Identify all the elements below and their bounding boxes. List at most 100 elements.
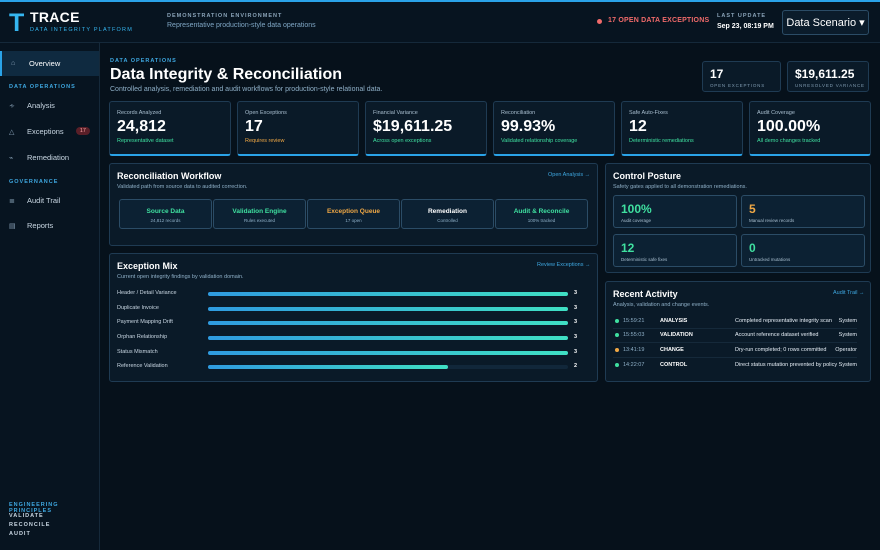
activity-actor: Operator <box>835 347 857 353</box>
exception-count: 3 <box>574 319 578 325</box>
status-dot-icon <box>615 319 619 323</box>
activity-row[interactable]: 15:55:03 VALIDATION Account reference da… <box>613 329 857 343</box>
kpi-subtext: Representative dataset <box>117 138 174 144</box>
kpi-label: Open Exceptions <box>245 110 287 116</box>
activity-row[interactable]: 14:22:07 CONTROL Direct status mutation … <box>613 359 857 373</box>
principle-audit: AUDIT <box>9 531 31 537</box>
environment-description: Representative production-style data ope… <box>167 22 316 29</box>
workflow-step-name: Validation Engine <box>232 208 287 215</box>
exception-mix-panel: Exception Mix Current open integrity fin… <box>109 253 598 382</box>
sidebar-item-exceptions[interactable]: △ Exceptions 17 <box>0 119 99 144</box>
posture-label: Audit coverage <box>621 218 652 223</box>
control-posture-subtitle: Safety gates applied to all demonstratio… <box>613 184 747 190</box>
sidebar-item-label: Exceptions <box>27 127 64 136</box>
posture-manual-review: 5 Manual review records <box>741 195 865 228</box>
review-exceptions-link[interactable]: Review Exceptions → <box>537 262 591 268</box>
sidebar-item-label: Overview <box>29 59 61 68</box>
kpi-subtext: Requires review <box>245 138 285 144</box>
exception-bar-track <box>208 351 568 355</box>
workflow-step-validation-engine[interactable]: Validation Engine Rules executed <box>213 199 306 229</box>
posture-value: 12 <box>621 241 635 255</box>
status-dot-icon <box>615 333 619 337</box>
posture-audit-coverage: 100% Audit coverage <box>613 195 737 228</box>
report-icon: ▤ <box>9 222 16 230</box>
exception-bar <box>208 307 568 311</box>
exception-type-label: Payment Mapping Drift <box>117 319 173 325</box>
exception-type-label: Duplicate Invoice <box>117 305 159 311</box>
last-update-value: Sep 23, 08:19 PM <box>717 23 774 30</box>
audit-trail-link[interactable]: Audit Trail → <box>833 290 865 296</box>
kpi-label: Safe Auto-Fixes <box>629 110 668 116</box>
kpi-label: Records Analyzed <box>117 110 162 116</box>
sidebar-item-analysis[interactable]: ∻ Analysis <box>0 93 99 118</box>
sidebar-item-overview[interactable]: ⌂ Overview <box>0 51 99 76</box>
posture-value: 5 <box>749 202 756 216</box>
data-scenario-button[interactable]: Data Scenario ▾ <box>782 10 869 35</box>
summary-unresolved-variance: $19,611.25 UNRESOLVED VARIANCE <box>787 61 869 92</box>
exception-bar <box>208 351 568 355</box>
kpi-value: 24,812 <box>117 118 166 135</box>
exception-type-label: Reference Validation <box>117 363 168 369</box>
workflow-step-name: Remediation <box>427 208 467 215</box>
exception-bar-track <box>208 321 568 325</box>
exception-mix-subtitle: Current open integrity findings by valid… <box>117 274 244 280</box>
activity-row[interactable]: 13:41:19 CHANGE Dry-run completed; 0 row… <box>613 344 857 358</box>
sidebar-section-governance: GOVERNANCE <box>9 179 59 185</box>
workflow-step-name: Audit & Reconcile <box>513 208 570 215</box>
kpi-audit-coverage: Audit Coverage 100.00% All demo changes … <box>749 101 871 156</box>
engineering-principles-title: ENGINEERING PRINCIPLES <box>9 502 59 514</box>
recent-activity-title: Recent Activity <box>613 289 678 299</box>
activity-description: Direct status mutation prevented by poli… <box>735 362 838 368</box>
kpi-value: $19,611.25 <box>373 118 453 135</box>
recent-activity-panel: Recent Activity Analysis, validation and… <box>605 281 871 382</box>
exception-bar <box>208 365 448 369</box>
status-dot-icon <box>615 348 619 352</box>
workflow-step-audit-reconcile[interactable]: Audit & Reconcile 100% tracked <box>495 199 588 229</box>
kpi-records-analyzed: Records Analyzed 24,812 Representative d… <box>109 101 231 156</box>
logo-mark: T <box>9 9 25 37</box>
kpi-label: Financial Variance <box>373 110 418 116</box>
summary-open-exceptions: 17 OPEN EXCEPTIONS <box>702 61 781 92</box>
sidebar-item-audit-trail[interactable]: ≣ Audit Trail <box>0 188 99 213</box>
workflow-step-name: Exception Queue <box>326 208 381 215</box>
kpi-label: Reconciliation <box>501 110 536 116</box>
data-scenario-label: Data Scenario <box>786 16 857 29</box>
kpi-value: 12 <box>629 118 647 135</box>
kpi-label: Audit Coverage <box>757 110 795 116</box>
app-name: TRACE <box>30 9 80 25</box>
workflow-title: Reconciliation Workflow <box>117 171 222 181</box>
exception-bar-track <box>208 365 568 369</box>
sidebar-item-remediation[interactable]: ⌁ Remediation <box>0 145 99 170</box>
exception-bar <box>208 336 568 340</box>
exception-count: 2 <box>574 363 578 369</box>
workflow-subtitle: Validated path from source data to audit… <box>117 184 248 190</box>
page-kicker: DATA OPERATIONS <box>110 58 177 64</box>
workflow-step-source-data[interactable]: Source Data 24,812 records <box>119 199 212 229</box>
activity-row[interactable]: 15:59:21 ANALYSIS Completed representati… <box>613 315 857 329</box>
kpi-subtext: All demo changes tracked <box>757 138 821 144</box>
principle-reconcile: RECONCILE <box>9 522 51 528</box>
workflow-step-exception-queue[interactable]: Exception Queue 17 open <box>307 199 400 229</box>
activity-time: 13:41:19 <box>623 347 645 353</box>
exception-count: 3 <box>574 334 578 340</box>
recent-activity-subtitle: Analysis, validation and change events. <box>613 302 710 308</box>
posture-value: 0 <box>749 241 756 255</box>
exceptions-alert[interactable]: 17 OPEN DATA EXCEPTIONS <box>608 17 710 24</box>
posture-label: Untracked mutations <box>749 257 791 262</box>
exception-type-label: Header / Detail Variance <box>117 290 177 296</box>
control-posture-title: Control Posture <box>613 171 682 181</box>
exception-count: 3 <box>574 305 578 311</box>
environment-label: DEMONSTRATION ENVIRONMENT <box>167 13 283 19</box>
kpi-subtext: Deterministic remediations <box>629 138 694 144</box>
kpi-value: 99.93% <box>501 118 556 135</box>
posture-safe-fixes: 12 Deterministic safe fixes <box>613 234 737 267</box>
sidebar-item-reports[interactable]: ▤ Reports <box>0 213 99 238</box>
open-analysis-link[interactable]: Open Analysis → <box>548 172 591 178</box>
kpi-safe-auto-fixes: Safe Auto-Fixes 12 Deterministic remedia… <box>621 101 743 156</box>
workflow-step-remediation[interactable]: Remediation Controlled <box>401 199 494 229</box>
summary-value: $19,611.25 <box>795 67 855 81</box>
workflow-step-detail: 17 open <box>345 218 362 223</box>
control-posture-panel: Control Posture Safety gates applied to … <box>605 163 871 273</box>
chevron-down-icon: ▾ <box>859 17 865 29</box>
top-accent-line <box>0 0 880 2</box>
